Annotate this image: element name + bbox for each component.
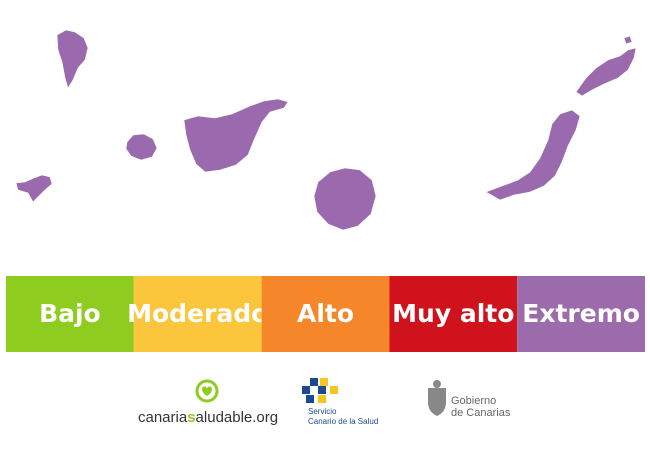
logo-part: s <box>187 409 195 426</box>
island <box>575 47 637 97</box>
island <box>313 167 377 231</box>
logo-part: aludable.org <box>196 409 279 426</box>
legend-label: Alto <box>297 299 354 328</box>
legend-label: Muy alto <box>392 299 514 328</box>
logo-shield <box>428 388 446 416</box>
legend-label: Extremo <box>522 299 640 328</box>
island <box>485 109 581 201</box>
islands <box>15 29 637 231</box>
logo-gobierno: Gobierno de Canarias <box>428 380 511 419</box>
legend-label: Bajo <box>39 299 101 328</box>
logo-icon <box>195 379 219 403</box>
logo-text: canariasaludable.org <box>138 409 278 426</box>
legend-swatch <box>261 276 390 352</box>
logo-servicio-canario: Servicio Canario de la Salud <box>302 378 378 426</box>
island <box>623 35 633 45</box>
logo-heart <box>202 386 212 396</box>
legend-swatch <box>389 276 518 352</box>
legend-label: Moderado <box>127 299 268 328</box>
logo-canaria-saludable: canariasaludable.org <box>138 379 278 426</box>
island <box>183 98 289 173</box>
logo-text: de Canarias <box>451 407 511 419</box>
island <box>125 133 158 161</box>
legend: Bajo Moderado Alto Muy alto Extremo <box>6 276 645 352</box>
logo-text: Gobierno <box>451 395 496 407</box>
logo-text: Servicio <box>308 407 337 416</box>
legend-swatch <box>517 276 645 352</box>
legend-swatch <box>6 276 134 352</box>
island <box>15 174 53 203</box>
legend-swatch <box>133 276 262 352</box>
logo-part: canaria <box>138 409 188 426</box>
island <box>56 29 89 89</box>
logo-text: Canario de la Salud <box>308 417 378 426</box>
